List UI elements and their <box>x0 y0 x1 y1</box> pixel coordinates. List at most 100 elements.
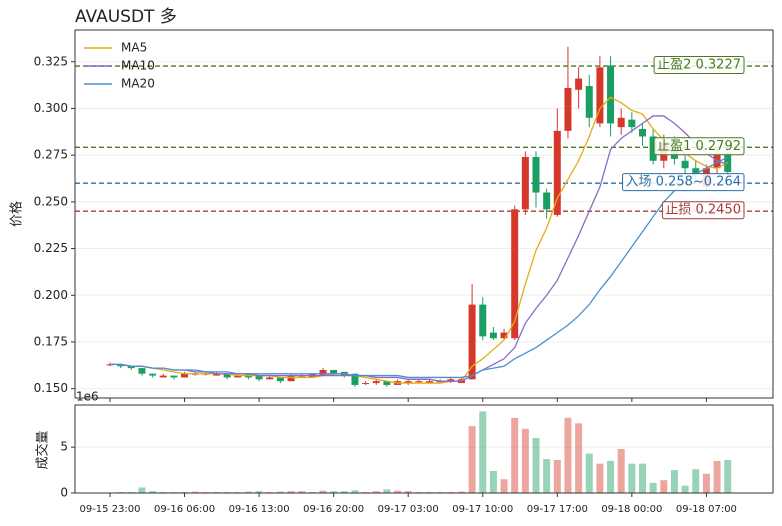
y-tick-label: 0.275 <box>34 148 68 162</box>
ma-line <box>110 115 728 382</box>
plot-frame <box>74 29 774 399</box>
candle-body <box>287 375 295 382</box>
volume-bar <box>713 460 721 493</box>
volume-bar <box>404 491 412 493</box>
candle-body <box>404 381 412 384</box>
volume-bar <box>607 460 615 493</box>
volume-bar <box>511 417 519 493</box>
candle-body <box>362 383 370 385</box>
x-tick-label: 09-17 10:00 <box>452 504 513 515</box>
candle-body <box>159 375 167 378</box>
level-label-box <box>653 137 745 156</box>
candle-body <box>415 381 423 383</box>
candle-body <box>521 157 529 210</box>
volume-bar <box>489 471 497 493</box>
chart-title: AVAUSDT 多 <box>75 7 177 27</box>
plot-frame <box>74 404 774 494</box>
volume-bar <box>692 469 700 493</box>
y-tick-label: 0.300 <box>34 101 68 115</box>
volume-bar <box>394 490 402 493</box>
y-tick-label: 0.225 <box>34 241 68 255</box>
volume-bar <box>138 487 146 493</box>
x-tick-label: 09-17 17:00 <box>527 504 588 515</box>
x-tick-label: 09-18 00:00 <box>601 504 662 515</box>
y-tick-label: 0.250 <box>34 194 68 208</box>
volume-bar <box>372 491 380 493</box>
x-tick-label: 09-15 23:00 <box>79 504 140 515</box>
volume-bar <box>479 411 487 493</box>
candle-body <box>149 373 157 376</box>
candle-body <box>181 373 189 378</box>
candle-body <box>511 209 519 339</box>
candle-body <box>266 377 274 380</box>
candle-body <box>330 369 338 374</box>
volume-bar <box>340 491 348 493</box>
volume-bar <box>330 491 338 493</box>
x-tick-label: 09-16 20:00 <box>303 504 364 515</box>
volume-bar <box>276 491 284 493</box>
candle-body <box>628 119 636 128</box>
candle-body <box>489 332 497 339</box>
candle-body <box>500 332 508 339</box>
volume-bar <box>575 423 583 493</box>
volume-bar <box>596 463 604 493</box>
level-label: 止损 0.2450 <box>665 203 741 218</box>
candle-body <box>596 67 604 124</box>
candle-body <box>127 366 135 369</box>
candle-body <box>255 375 263 380</box>
candle-body <box>276 377 284 382</box>
candle-body <box>138 368 146 374</box>
candle-body <box>585 86 593 118</box>
candle-body <box>543 192 551 210</box>
volume-bar <box>564 417 572 493</box>
candle-body <box>170 375 178 378</box>
volume-bar <box>298 491 306 493</box>
candle-body <box>117 364 125 367</box>
candle-body <box>447 379 455 382</box>
x-tick-label: 09-16 13:00 <box>229 504 290 515</box>
volume-bar <box>532 438 540 493</box>
legend-label: MA5 <box>121 41 147 55</box>
candle-body <box>553 130 561 215</box>
level-label: 止盈1 0.2792 <box>657 139 741 154</box>
level-label-box <box>653 56 745 75</box>
candle-body <box>468 304 476 380</box>
y-axis-label: 价格 <box>9 201 25 227</box>
volume-bar <box>319 490 327 493</box>
ma-line <box>110 156 729 379</box>
ma-line <box>110 96 729 384</box>
candle-body <box>479 304 487 337</box>
volume-bar <box>351 490 359 493</box>
volume-bar <box>255 491 263 493</box>
volume-bar <box>468 426 476 493</box>
x-tick-label: 09-17 03:00 <box>378 504 439 515</box>
candle-body <box>692 168 700 174</box>
candle-body <box>564 87 572 131</box>
volume-axis-label: 成交量 <box>35 430 51 469</box>
volume-bar <box>244 491 252 493</box>
volume-bar <box>543 459 551 493</box>
volume-bar <box>617 449 625 493</box>
volume-bar <box>457 491 465 493</box>
level-label-box <box>622 173 745 192</box>
y-tick-label: 0.150 <box>34 381 68 395</box>
volume-bar <box>383 489 391 493</box>
y-tick-label: 0.200 <box>34 288 68 302</box>
volume-bar <box>500 479 508 493</box>
candle-body <box>607 65 615 124</box>
volume-bar <box>702 473 710 493</box>
candle-body <box>617 117 625 128</box>
level-label: 入场 0.258~0.264 <box>626 175 741 190</box>
legend-label: MA10 <box>121 59 155 73</box>
y-tick-label: 5 <box>60 440 68 454</box>
volume-bar <box>521 428 529 493</box>
volume-bar <box>639 463 646 493</box>
volume-bar <box>553 460 561 493</box>
volume-bar <box>191 491 199 493</box>
level-label-box <box>661 201 745 220</box>
candle-body <box>532 157 540 193</box>
candle-body <box>649 136 657 161</box>
level-label: 止盈2 0.3227 <box>657 58 741 73</box>
volume-bar <box>724 460 732 493</box>
